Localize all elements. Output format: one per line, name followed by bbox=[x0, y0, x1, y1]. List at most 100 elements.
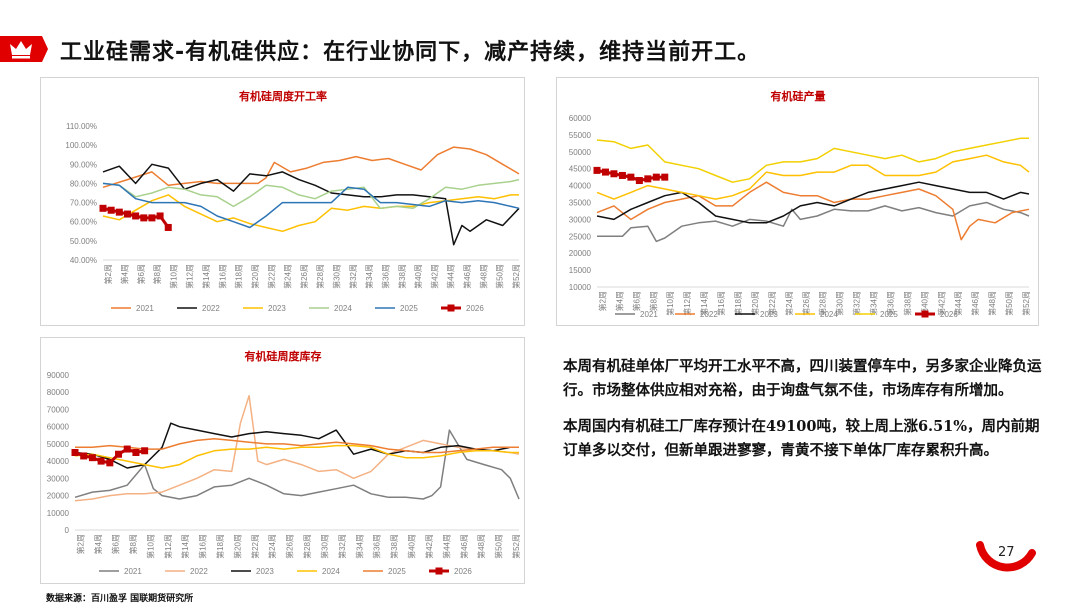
series-2025 bbox=[102, 182, 520, 229]
data-point bbox=[148, 214, 156, 222]
series-line bbox=[596, 137, 1029, 183]
legend-item: 2025 bbox=[375, 304, 418, 313]
x-tick-label: 第10周 bbox=[145, 534, 155, 559]
x-tick-label: 第38周 bbox=[397, 264, 407, 289]
legend-label: 2023 bbox=[760, 310, 778, 319]
legend-marker bbox=[447, 304, 455, 312]
x-tick-label: 第36周 bbox=[380, 264, 390, 289]
x-tick-label: 第14周 bbox=[180, 534, 190, 559]
data-point bbox=[88, 454, 96, 462]
legend-label: 2022 bbox=[700, 310, 718, 319]
x-tick-label: 第16周 bbox=[716, 291, 726, 316]
series-2022 bbox=[74, 394, 520, 502]
chart-title: 有机硅产量 bbox=[771, 89, 826, 103]
x-tick-label: 第40周 bbox=[919, 291, 929, 316]
legend-item: 2021 bbox=[111, 304, 154, 313]
y-tick-label: 80000 bbox=[47, 388, 70, 397]
y-tick-label: 40000 bbox=[47, 457, 70, 466]
x-tick-label: 第46周 bbox=[970, 291, 980, 316]
y-tick-label: 60000 bbox=[569, 114, 592, 123]
legend-label: 2023 bbox=[268, 304, 286, 313]
legend-item: 2026 bbox=[441, 304, 484, 313]
x-tick-label: 第20周 bbox=[250, 264, 260, 289]
data-point bbox=[115, 450, 123, 458]
legend-item: 2022 bbox=[165, 567, 208, 576]
chart-panel-output: 有机硅产量 60000 55000 50000 45000 40000 35000 30000… bbox=[556, 77, 1039, 326]
x-tick-label: 第44周 bbox=[446, 264, 456, 289]
x-tick-label: 第18周 bbox=[215, 534, 225, 559]
data-point bbox=[156, 212, 164, 220]
y-tick-label: 100.00% bbox=[65, 141, 97, 150]
y-tick-label: 50000 bbox=[569, 148, 592, 157]
series-2026 bbox=[593, 166, 669, 185]
legend-label: 2024 bbox=[322, 567, 340, 576]
legend-item: 2024 bbox=[309, 304, 352, 313]
series-line bbox=[74, 394, 520, 502]
x-tick-label: 第40周 bbox=[407, 534, 417, 559]
series-2023 bbox=[596, 181, 1030, 224]
x-tick-label: 第6周 bbox=[631, 291, 641, 311]
legend-item: 2022 bbox=[177, 304, 220, 313]
legend-item: 2024 bbox=[297, 567, 340, 576]
series-line bbox=[597, 201, 1030, 243]
legend-label: 2021 bbox=[640, 310, 658, 319]
series-2024 bbox=[596, 154, 1030, 200]
x-tick-label: 第18周 bbox=[234, 264, 244, 289]
legend-item: 2024 bbox=[795, 310, 838, 319]
x-tick-label: 第50周 bbox=[495, 264, 505, 289]
x-tick-label: 第8周 bbox=[152, 264, 162, 284]
x-tick-label: 第42周 bbox=[936, 291, 946, 316]
x-tick-label: 第34周 bbox=[869, 291, 879, 316]
y-tick-label: 70000 bbox=[47, 405, 70, 414]
x-tick-label: 第22周 bbox=[266, 264, 276, 289]
commentary-paragraph-supply: 本周有机硅单体厂平均开工水平不高，四川装置停车中，另多家企业降负运行。市场整体供… bbox=[563, 358, 1042, 399]
series-2023 bbox=[74, 422, 519, 469]
x-tick-label: 第4周 bbox=[119, 264, 129, 284]
x-tick-label: 第48周 bbox=[478, 264, 488, 289]
x-tick-label: 第10周 bbox=[665, 291, 675, 316]
legend-label: 2023 bbox=[256, 567, 274, 576]
series-2026 bbox=[71, 445, 149, 467]
x-tick-label: 第48周 bbox=[987, 291, 997, 316]
legend-item: 2021 bbox=[615, 310, 658, 319]
x-tick-label: 第16周 bbox=[217, 264, 227, 289]
legend-label: 2022 bbox=[190, 567, 208, 576]
series-2021 bbox=[102, 146, 520, 189]
y-tick-label: 55000 bbox=[569, 131, 592, 140]
legend-label: 2024 bbox=[820, 310, 838, 319]
legend-item: 2026 bbox=[429, 567, 472, 576]
data-point bbox=[99, 204, 107, 212]
data-point bbox=[132, 212, 140, 220]
x-tick-label: 第2周 bbox=[76, 534, 86, 554]
series-line bbox=[102, 178, 520, 210]
series-line bbox=[102, 146, 520, 189]
series-line bbox=[102, 163, 520, 246]
data-point bbox=[610, 170, 618, 178]
y-tick-label: 30000 bbox=[47, 474, 70, 483]
x-tick-label: 第30周 bbox=[319, 534, 329, 559]
legend-item: 2021 bbox=[99, 567, 142, 576]
y-tick-label: 80.00% bbox=[70, 179, 97, 188]
x-tick-label: 第36周 bbox=[885, 291, 895, 316]
data-point bbox=[140, 214, 148, 222]
series-2024 bbox=[102, 178, 520, 210]
y-tick-label: 50.00% bbox=[70, 237, 97, 246]
legend-item: 2022 bbox=[675, 310, 718, 319]
commentary-paragraph-inventory: 本周国内有机硅工厂库存预计在49100吨，较上周上涨6.51%，周内前期订单多以… bbox=[563, 418, 1040, 459]
x-tick-label: 第52周 bbox=[511, 264, 521, 289]
data-point bbox=[644, 175, 652, 183]
x-tick-label: 第44周 bbox=[441, 534, 451, 559]
y-tick-label: 90.00% bbox=[70, 160, 97, 169]
x-tick-label: 第46周 bbox=[459, 534, 469, 559]
chart-panel-inventory: 有机硅周度库存 90000 80000 70000 60000 50000 40000 300… bbox=[40, 337, 525, 584]
series-2022 bbox=[596, 181, 1030, 241]
legend-label: 2021 bbox=[136, 304, 154, 313]
x-tick-label: 第20周 bbox=[232, 534, 242, 559]
data-point bbox=[106, 459, 114, 467]
x-tick-label: 第38周 bbox=[389, 534, 399, 559]
page-title: 工业硅需求-有机硅供应：在行业协同下，减产持续，维持当前开工。 bbox=[60, 40, 761, 65]
x-tick-label: 第14周 bbox=[201, 264, 211, 289]
series-line bbox=[74, 444, 519, 469]
x-tick-label: 第26周 bbox=[299, 264, 309, 289]
x-tick-label: 第44周 bbox=[953, 291, 963, 316]
